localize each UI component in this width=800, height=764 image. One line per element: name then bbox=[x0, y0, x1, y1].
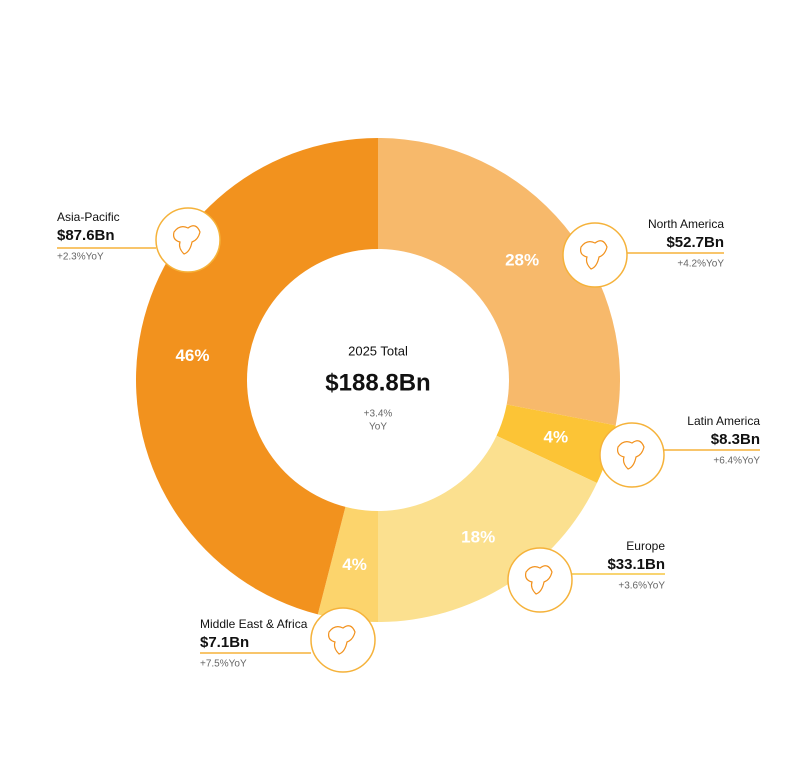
region-shape bbox=[617, 440, 645, 470]
region-icon bbox=[155, 207, 221, 273]
slice-label: 4% bbox=[342, 555, 367, 574]
region-amount: $7.1Bn bbox=[200, 634, 249, 651]
region-amount: $33.1Bn bbox=[607, 556, 665, 573]
region-change: +3.6%YoY bbox=[618, 581, 665, 592]
center-change: +3.4% bbox=[364, 409, 393, 420]
region-name: North America bbox=[648, 217, 724, 231]
center-value: $188.8Bn bbox=[325, 369, 430, 396]
region-change: +6.4%YoY bbox=[713, 456, 760, 467]
donut-hole bbox=[247, 249, 509, 511]
region-change: +2.3%YoY bbox=[57, 252, 104, 263]
region-icon bbox=[507, 547, 573, 613]
region-amount: $8.3Bn bbox=[711, 431, 760, 448]
center-change-unit: YoY bbox=[369, 422, 387, 433]
slice-label: 18% bbox=[461, 527, 495, 546]
region-name: Middle East & Africa bbox=[200, 617, 308, 631]
region-change: +7.5%YoY bbox=[200, 659, 247, 670]
center-title: 2025 Total bbox=[348, 343, 408, 358]
region-name: Latin America bbox=[687, 414, 760, 428]
region-amount: $52.7Bn bbox=[666, 234, 724, 251]
region-shape bbox=[525, 565, 553, 595]
region-shape bbox=[173, 225, 201, 255]
region-icon bbox=[562, 222, 628, 288]
region-name: Europe bbox=[626, 539, 665, 553]
region-amount: $87.6Bn bbox=[57, 227, 115, 244]
region-name: Asia-Pacific bbox=[57, 210, 120, 224]
region-icon bbox=[310, 607, 376, 673]
slice-label: 46% bbox=[175, 346, 209, 365]
slice-label: 28% bbox=[505, 250, 539, 269]
region-icon bbox=[599, 422, 665, 488]
region-shape bbox=[328, 625, 356, 655]
region-change: +4.2%YoY bbox=[677, 259, 724, 270]
region-shape bbox=[580, 240, 608, 270]
slice-label: 4% bbox=[544, 427, 569, 446]
